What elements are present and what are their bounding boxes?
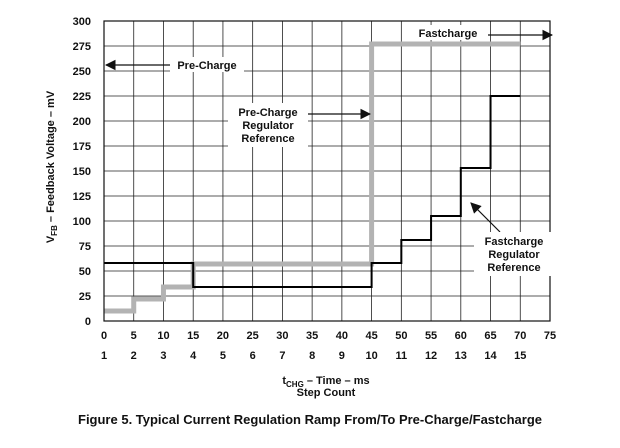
x-tick-label: 0 [101,330,107,342]
x-tick-label: 55 [425,330,437,342]
series-fastcharge-regulator-reference [104,95,521,288]
x-tick-labels: 0 5 10 15 20 25 30 35 40 45 50 55 60 65 70 75 [101,330,556,342]
x-tick-label: 25 [247,330,259,342]
step-count-label: 8 [309,350,315,362]
x-tick-label: 20 [217,330,229,342]
x-tick-label: 65 [484,330,496,342]
step-count-label: 6 [250,350,256,362]
fastcharge-label: Fastcharge [419,28,478,40]
step-count-label: 7 [279,350,285,362]
y-tick-label: 175 [73,141,91,153]
x-tick-label: 5 [131,330,137,342]
x-tick-label: 50 [395,330,407,342]
step-count-label: 2 [131,350,137,362]
step-count-label: 1 [101,350,107,362]
step-count-labels: 1 2 3 4 5 6 7 8 9 10 11 12 13 14 15 [101,350,526,362]
precharge-label: Pre-Charge [177,60,236,72]
y-tick-label: 100 [73,216,91,228]
y-tick-label: 0 [85,316,91,328]
step-count-label: 15 [514,350,526,362]
fastcharge-ref-label-line3: Reference [487,262,540,274]
step-count-label: 9 [339,350,345,362]
step-count-label: 5 [220,350,226,362]
y-tick-label: 200 [73,116,91,128]
x-tick-label: 35 [306,330,318,342]
precharge-label-bg [170,57,244,72]
y-tick-label: 150 [73,166,91,178]
step-count-label: 3 [160,350,166,362]
step-count-label: 11 [396,350,408,362]
figure-caption: Figure 5. Typical Current Regulation Ram… [78,412,542,427]
step-count-label: 12 [425,350,437,362]
fastcharge-ref-label-line1: Fastcharge [485,236,544,248]
x-tick-label: 30 [276,330,288,342]
step-count-label: 4 [190,350,197,362]
precharge-ref-label-line1: Pre-Charge [238,107,297,119]
x-axis-label-step-count: Step Count [297,387,356,399]
x-tick-label: 15 [187,330,199,342]
step-count-label: 10 [365,350,377,362]
plot-frame [103,20,551,322]
step-count-label: 14 [484,350,497,362]
fastcharge-label-bg [410,25,486,40]
y-tick-label: 250 [73,66,91,78]
y-tick-labels: 0 25 50 75 100 125 150 175 200 225 250 275 300 [73,16,91,328]
x-tick-label: 45 [365,330,377,342]
y-axis-label: VFB – Feedback Voltage – mV [45,90,59,243]
x-tick-label: 60 [455,330,467,342]
y-tick-label: 25 [79,291,91,303]
series-layer [104,41,521,314]
fastcharge-ref-label-line2: Regulator [488,249,540,261]
y-tick-label: 125 [73,191,91,203]
fastcharge-ref-arrow [470,202,501,233]
y-tick-label: 225 [73,91,91,103]
series-precharge-regulator-reference [104,41,521,314]
y-tick-label: 275 [73,41,91,53]
step-count-label: 13 [455,350,467,362]
precharge-ref-label-bg [228,103,308,147]
fastcharge-ref-label-bg [474,232,554,276]
x-tick-label: 70 [514,330,526,342]
y-tick-label: 300 [73,16,91,28]
x-tick-label: 10 [157,330,169,342]
precharge-ref-label-line3: Reference [241,133,294,145]
y-tick-label: 75 [79,241,91,253]
precharge-ref-label-line2: Regulator [242,120,294,132]
y-tick-label: 50 [79,266,91,278]
x-tick-label: 40 [336,330,348,342]
x-tick-label: 75 [544,330,556,342]
x-axis-label: tCHG – Time – ms [282,375,369,389]
